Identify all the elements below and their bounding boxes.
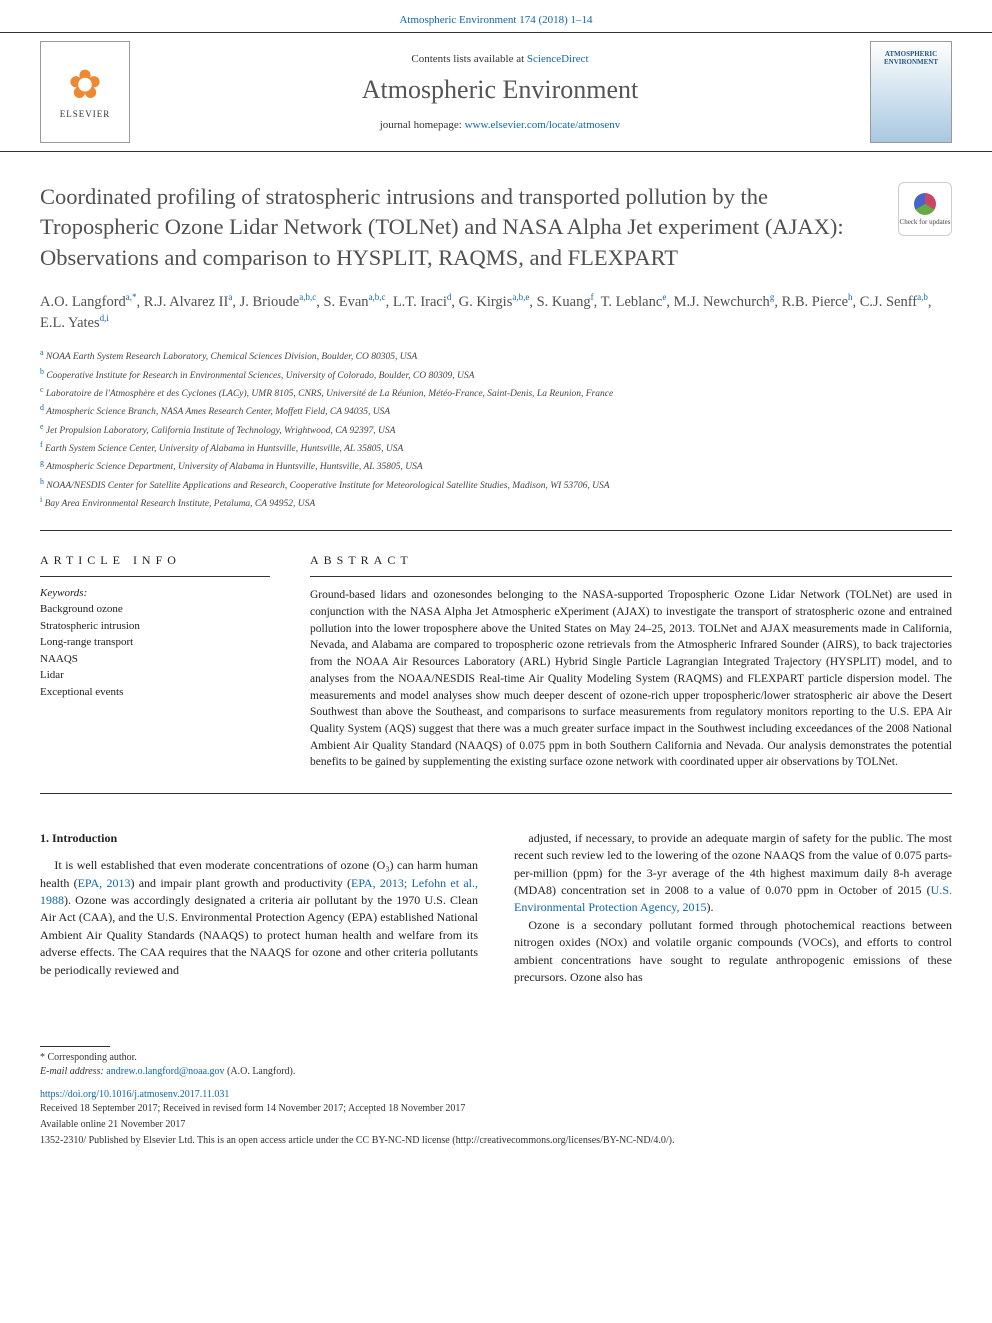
publisher-logo: ✿ ELSEVIER (40, 41, 130, 143)
contents-line: Contents lists available at ScienceDirec… (142, 53, 858, 65)
divider (40, 530, 952, 531)
cover-label: ATMOSPHERIC ENVIRONMENT (871, 50, 951, 66)
keyword-item: NAAQS (40, 651, 270, 668)
intro-paragraph-2: adjusted, if necessary, to provide an ad… (514, 830, 952, 917)
author-list: A.O. Langforda,*, R.J. Alvarez IIa, J. B… (40, 291, 952, 333)
article-info-column: ARTICLE INFO Keywords: Background ozoneS… (40, 553, 270, 770)
homepage-line: journal homepage: www.elsevier.com/locat… (142, 119, 858, 131)
check-updates-label: Check for updates (900, 218, 951, 226)
keywords-label: Keywords: (40, 587, 270, 599)
affiliation-item: g Atmospheric Science Department, Univer… (40, 457, 952, 475)
intro-paragraph-3: Ozone is a secondary pollutant formed th… (514, 917, 952, 987)
email-suffix: (A.O. Langford). (225, 1066, 296, 1077)
affiliation-item: a NOAA Earth System Research Laboratory,… (40, 347, 952, 365)
elsevier-tree-icon: ✿ (68, 65, 102, 105)
abstract-text: Ground-based lidars and ozonesondes belo… (310, 587, 952, 770)
license-line: 1352-2310/ Published by Elsevier Ltd. Th… (40, 1134, 952, 1148)
article-header: Coordinated profiling of stratospheric i… (0, 152, 992, 512)
check-updates-badge[interactable]: Check for updates (898, 182, 952, 236)
contents-prefix: Contents lists available at (411, 53, 526, 65)
divider (310, 576, 952, 577)
journal-name: Atmospheric Environment (142, 75, 858, 105)
abstract-column: ABSTRACT Ground-based lidars and ozoneso… (310, 553, 952, 770)
abstract-heading: ABSTRACT (310, 553, 952, 568)
keyword-item: Stratospheric intrusion (40, 618, 270, 635)
available-online: Available online 21 November 2017 (40, 1118, 952, 1132)
affiliation-item: e Jet Propulsion Laboratory, California … (40, 421, 952, 439)
body-column-left: 1. Introduction It is well established t… (40, 830, 478, 987)
affiliation-item: h NOAA/NESDIS Center for Satellite Appli… (40, 476, 952, 494)
affiliation-item: c Laboratoire de l'Atmosphère et des Cyc… (40, 384, 952, 402)
affiliation-item: i Bay Area Environmental Research Instit… (40, 494, 952, 512)
header-center: Contents lists available at ScienceDirec… (142, 33, 858, 151)
keywords-list: Background ozoneStratospheric intrusionL… (40, 601, 270, 700)
affiliation-item: b Cooperative Institute for Research in … (40, 366, 952, 384)
body-column-right: adjusted, if necessary, to provide an ad… (514, 830, 952, 987)
corresponding-author-note: * Corresponding author. (40, 1051, 952, 1065)
divider (40, 576, 270, 577)
email-link[interactable]: andrew.o.langford@noaa.gov (106, 1066, 224, 1077)
section-heading-intro: 1. Introduction (40, 830, 478, 847)
affiliation-item: d Atmospheric Science Branch, NASA Ames … (40, 402, 952, 420)
affiliation-item: f Earth System Science Center, Universit… (40, 439, 952, 457)
keyword-item: Exceptional events (40, 684, 270, 701)
publisher-name: ELSEVIER (60, 109, 111, 119)
footer: * Corresponding author. E-mail address: … (0, 1046, 992, 1148)
info-abstract-row: ARTICLE INFO Keywords: Background ozoneS… (0, 553, 992, 770)
sciencedirect-link[interactable]: ScienceDirect (527, 53, 589, 65)
homepage-link[interactable]: www.elsevier.com/locate/atmosenv (465, 119, 621, 131)
affiliation-list: a NOAA Earth System Research Laboratory,… (40, 347, 952, 512)
email-line: E-mail address: andrew.o.langford@noaa.g… (40, 1065, 952, 1079)
doi-link[interactable]: https://doi.org/10.1016/j.atmosenv.2017.… (40, 1089, 952, 1100)
issue-citation: Atmospheric Environment 174 (2018) 1–14 (0, 0, 992, 32)
journal-header: ✿ ELSEVIER Contents lists available at S… (0, 32, 992, 152)
received-dates: Received 18 September 2017; Received in … (40, 1102, 952, 1116)
intro-paragraph-1: It is well established that even moderat… (40, 857, 478, 979)
footnote-rule (40, 1046, 110, 1047)
body-columns: 1. Introduction It is well established t… (0, 830, 992, 987)
crossmark-icon (914, 193, 936, 215)
journal-cover-thumb: ATMOSPHERIC ENVIRONMENT (870, 41, 952, 143)
keyword-item: Long-range transport (40, 634, 270, 651)
keyword-item: Background ozone (40, 601, 270, 618)
article-title: Coordinated profiling of stratospheric i… (40, 182, 878, 273)
article-info-heading: ARTICLE INFO (40, 553, 270, 568)
homepage-prefix: journal homepage: (380, 119, 465, 131)
email-label: E-mail address: (40, 1066, 106, 1077)
keyword-item: Lidar (40, 667, 270, 684)
divider (40, 793, 952, 794)
